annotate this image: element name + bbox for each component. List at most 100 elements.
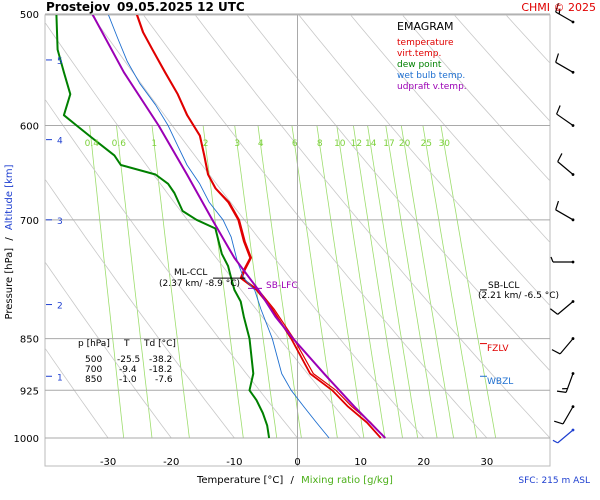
mixing-ratio-line (316, 125, 365, 439)
table-cell: 700 (85, 365, 102, 375)
dry-adiabat (91, 15, 425, 439)
legend-title: EMAGRAM (397, 20, 454, 33)
wind-barb-origin (571, 20, 575, 24)
mixing-ratio-label: 4 (258, 139, 264, 149)
dry-adiabat (45, 98, 298, 439)
dry-adiabat (45, 261, 172, 439)
dry-adiabat (350, 15, 550, 243)
x-axis-separator: / (291, 475, 295, 486)
table-cell: -1.0 (119, 375, 137, 385)
mixing-ratio-label: 12 (351, 139, 362, 149)
y-axis-pressure-label: Pressure [hPa] (4, 248, 15, 320)
mixing-ratio-line (400, 125, 454, 439)
wind-barb-origin (571, 70, 575, 74)
wind-barb-staff (557, 301, 574, 315)
wind-barb-origin (571, 124, 575, 127)
series-line-wet-bulb-temp (108, 15, 330, 439)
pressure-tick-label: 500 (20, 10, 39, 21)
table-header-td: Td [°C] (143, 339, 176, 349)
profile-series (55, 15, 386, 439)
wind-barb-staff (557, 161, 574, 175)
wind-barb-flag (556, 105, 561, 115)
mixing-ratio-label: 6 (292, 139, 298, 149)
pressure-tick-label: 850 (20, 335, 39, 346)
wind-barb-origin (571, 337, 575, 340)
dry-adiabats (45, 15, 550, 439)
dry-adiabat (45, 178, 235, 439)
table-cell: -25.5 (117, 355, 140, 365)
mixing-ratio-line (202, 125, 244, 439)
pressure-tick-label: 600 (20, 122, 39, 133)
wind-barb-origin (571, 300, 575, 303)
mixing-ratio-line (116, 125, 153, 439)
datetime-title: 09.05.2025 12 UTC (117, 0, 245, 14)
series-line-dew-point (55, 15, 271, 439)
mixing-ratio-label: 30 (439, 139, 451, 149)
dry-adiabat (143, 15, 488, 439)
wind-barb-staff (565, 373, 574, 393)
wind-barb-flag (558, 8, 561, 15)
mixing-ratio-label: 1 (151, 139, 157, 149)
wind-barb-origin (571, 428, 575, 432)
series-line-udpraft-v-temp (91, 15, 386, 439)
temperature-tick-label: 10 (354, 457, 367, 468)
x-axis-label: Temperature [°C] / Mixing ratio [g/kg] (196, 475, 393, 486)
wind-barb-staff (555, 61, 574, 73)
mixing-ratio-line (385, 125, 438, 439)
wind-barb-origin (571, 372, 575, 375)
table-header-p: p [hPa] (78, 339, 110, 349)
wbzl-label: WBZL (487, 377, 513, 387)
table-cell: 500 (85, 355, 102, 365)
mixing-ratio-line (440, 125, 497, 439)
wind-barb-flag (556, 390, 567, 393)
fzlv-label: FZLV (487, 344, 509, 354)
annotations-layer: 0.4 0.6 1 2 3 4 6 8 10 12 14 17 20 25 30 (85, 139, 487, 377)
altitude-tick-label: 3 (57, 217, 63, 227)
table-header-t: T (123, 339, 130, 349)
wind-barb-flag (555, 3, 560, 13)
dry-adiabat (453, 15, 550, 122)
table-cell: -7.6 (155, 375, 173, 385)
wind-barb-flag (555, 53, 560, 63)
y-axis-separator: / (4, 237, 15, 241)
ml-ccl-label: ML-CCL (174, 268, 207, 278)
sb-lfc-label: SB-LFC (266, 281, 298, 291)
sb-lcl-value: (2.21 km/ -6.5 °C) (478, 291, 559, 301)
grid (45, 13, 550, 466)
legend-virt-temp: virt.temp. (397, 49, 441, 59)
x-axis-temp-label: Temperature [°C] (196, 475, 283, 486)
ml-ccl-value: (2.37 km/ -8.9 °C) (159, 279, 240, 289)
wind-barb-staff (559, 338, 574, 355)
legend-dew-point: dew point (397, 60, 442, 70)
sb-lcl-label: SB-LCL (488, 281, 519, 291)
wind-barb-origin (571, 405, 575, 409)
wind-barb-flag (552, 439, 558, 444)
pressure-tick-label: 925 (20, 386, 39, 397)
wind-barb-origin (571, 260, 575, 264)
mixing-ratio-label: 8 (317, 139, 323, 149)
table-cell: -18.2 (149, 365, 172, 375)
altitude-tick-label: 1 (57, 373, 63, 383)
wind-barb-flag (549, 308, 559, 315)
levels-table: p [hPa] T Td [°C] 500 -25.5 -38.2 700 -9… (78, 339, 176, 385)
mixing-ratio-line (151, 125, 190, 439)
table-cell: -38.2 (149, 355, 172, 365)
dry-adiabat (401, 15, 550, 182)
wind-barb-staff (555, 11, 574, 23)
y-axis-label: Pressure [hPa] / Altitude [km] (4, 164, 15, 319)
mixing-ratio-label: 10 (334, 139, 346, 149)
temperature-tick-label: 30 (481, 457, 494, 468)
wind-barb-flag (557, 153, 563, 162)
mixing-ratio-label: 3 (234, 139, 240, 149)
dry-adiabat (45, 21, 361, 439)
legend-temperature: temperature (397, 38, 454, 48)
wind-barb-origin (571, 218, 575, 222)
legend-wet-bulb: wet bulb temp. (397, 71, 465, 81)
surface-elevation: SFC: 215 m ASL (518, 476, 590, 486)
wind-barb-flag (555, 200, 560, 211)
wind-barb-staff (556, 113, 574, 127)
dry-adiabat (246, 15, 550, 372)
mixing-ratio-label: 20 (399, 139, 411, 149)
table-cell: -9.4 (119, 365, 137, 375)
